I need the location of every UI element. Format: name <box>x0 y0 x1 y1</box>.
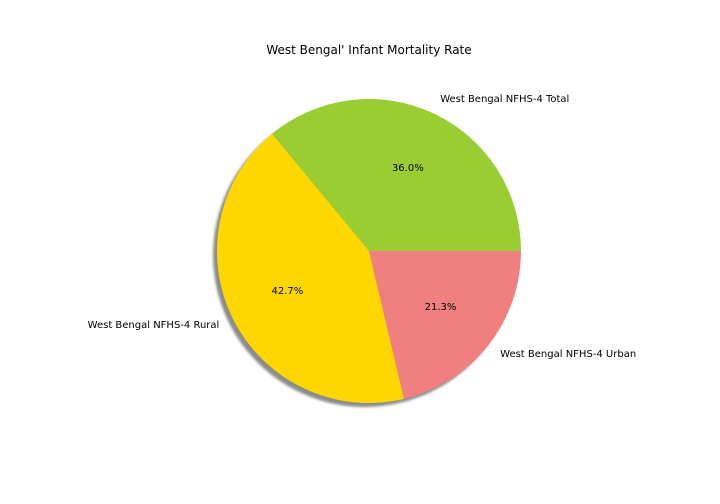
slice-label-west-bengal-nfhs-4-urban: West Bengal NFHS-4 Urban <box>500 349 636 360</box>
percent-label-west-bengal-nfhs-4-rural: 42.7% <box>271 286 303 297</box>
percent-labels: 36.0% 42.7% 21.3% <box>271 163 456 313</box>
pie-slices <box>216 98 521 403</box>
slice-label-west-bengal-nfhs-4-total: West Bengal NFHS-4 Total <box>440 94 569 105</box>
chart-title: West Bengal' Infant Mortality Rate <box>266 43 471 57</box>
percent-label-west-bengal-nfhs-4-total: 36.0% <box>392 163 424 174</box>
slice-label-west-bengal-nfhs-4-rural: West Bengal NFHS-4 Rural <box>88 320 220 331</box>
pie-slice-west-bengal-nfhs-4-urban <box>369 251 521 399</box>
pie-slice-west-bengal-nfhs-4-total <box>272 98 521 251</box>
slice-labels: West Bengal NFHS-4 Total West Bengal NFHS… <box>88 94 637 360</box>
pie-slice-west-bengal-nfhs-4-rural <box>216 133 405 403</box>
percent-label-west-bengal-nfhs-4-urban: 21.3% <box>425 302 457 313</box>
